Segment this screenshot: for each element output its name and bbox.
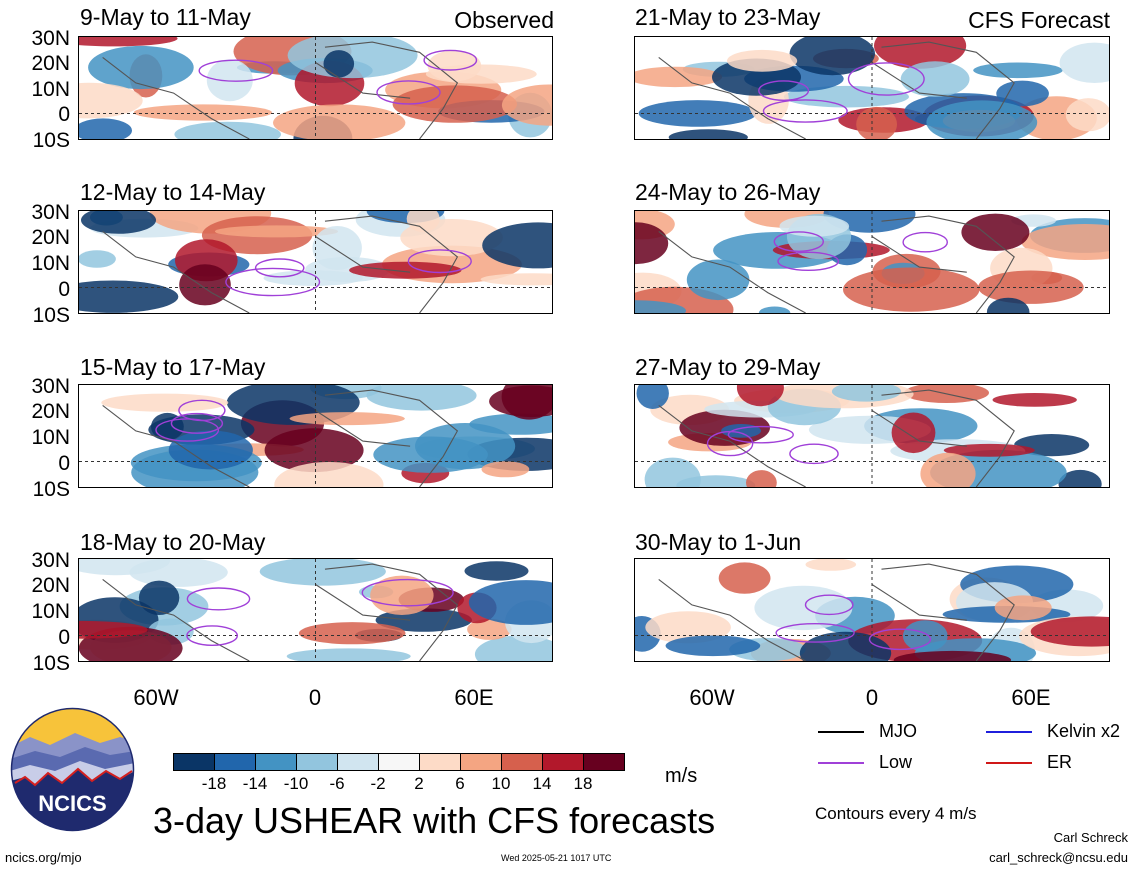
colorbar-swatch [460, 753, 502, 771]
colorbar-tick-label: -2 [370, 774, 386, 793]
map-panel [78, 384, 553, 488]
colorbar-swatch [296, 753, 338, 771]
shear-field [79, 211, 552, 313]
colorbar-unit: m/s [665, 765, 698, 787]
logo-text: NCICS [38, 791, 106, 816]
shear-field [635, 211, 1109, 313]
author-email[interactable]: carl_schreck@ncsu.edu [989, 850, 1128, 865]
colorbar-swatch [173, 753, 215, 771]
colorbar-tick-label: 2 [414, 774, 424, 793]
lat-label-eq: 0 [58, 452, 70, 475]
map-panel [78, 558, 553, 662]
lat-label-20n: 20N [31, 400, 70, 423]
shear-map [79, 385, 552, 487]
colorbar-tick-label: -10 [283, 774, 309, 793]
map-panel [78, 36, 553, 140]
colorbar-tick-label: -6 [329, 774, 345, 793]
shear-map [635, 37, 1109, 139]
legend-label-mjo: MJO [879, 721, 917, 741]
forecast-label: CFS Forecast [968, 7, 1110, 33]
map-panel [78, 210, 553, 314]
lon-label-0: 0 [308, 685, 322, 710]
legend-swatch-low [818, 762, 864, 764]
lat-label-30n: 30N [31, 375, 70, 398]
shear-field [79, 37, 552, 139]
lat-label-10s: 10S [32, 304, 70, 327]
panel-date-8: 30-May to 1-Jun [635, 529, 802, 555]
colorbar-tick-label: -14 [242, 774, 268, 793]
shear-map [635, 211, 1109, 313]
site-link[interactable]: ncics.org/mjo [5, 850, 82, 865]
colorbar-tick-label: 18 [573, 774, 593, 793]
lat-label-20n: 20N [31, 52, 70, 75]
legend-label-low: Low [879, 752, 913, 772]
shear-map [635, 559, 1109, 661]
lat-label-10n: 10N [31, 426, 70, 449]
legend-label-er: ER [1047, 752, 1073, 772]
colorbar-swatch [419, 753, 461, 771]
lat-label-20n: 20N [31, 226, 70, 249]
colorbar-swatch [255, 753, 297, 771]
map-panel [634, 384, 1110, 488]
map-panel [634, 210, 1110, 314]
contour-note: Contours every 4 m/s [815, 804, 977, 823]
lat-label-30n: 30N [31, 549, 70, 572]
colorbar-swatch [378, 753, 420, 771]
lat-label-30n: 30N [31, 27, 70, 50]
panel-date-7: 27-May to 29-May [635, 354, 821, 380]
author-name: Carl Schreck [1053, 830, 1128, 845]
colorbar-tick-label: 14 [532, 774, 552, 793]
figure-title: 3-day USHEAR with CFS forecasts [153, 800, 716, 841]
colorbar-swatch [337, 753, 379, 771]
lat-label-10s: 10S [32, 478, 70, 501]
observed-label: Observed [454, 7, 554, 33]
lon-label-0: 0 [865, 685, 879, 710]
legend-swatch-mjo [818, 731, 864, 733]
map-panel [634, 558, 1110, 662]
lat-label-20n: 20N [31, 574, 70, 597]
ncics-logo: NCICS [10, 707, 135, 832]
lat-label-eq: 0 [58, 278, 70, 301]
timestamp: Wed 2025-05-21 1017 UTC [501, 853, 612, 863]
colorbar-tick-label: 10 [491, 774, 511, 793]
lat-label-30n: 30N [31, 201, 70, 224]
colorbar-swatch [542, 753, 584, 771]
panel-date-4: 18-May to 20-May [80, 529, 266, 555]
shear-field [79, 559, 552, 661]
legend-swatch-kelvin [986, 731, 1032, 733]
lat-label-10n: 10N [31, 78, 70, 101]
shear-map [79, 37, 552, 139]
shear-field [636, 385, 1102, 487]
panel-date-5: 21-May to 23-May [635, 4, 821, 30]
shear-map [635, 385, 1109, 487]
panel-date-1: 9-May to 11-May [80, 4, 251, 30]
lat-label-10n: 10N [31, 252, 70, 275]
legend-swatch-er [986, 762, 1032, 764]
shear-map [79, 559, 552, 661]
shear-map [79, 211, 552, 313]
panel-date-6: 24-May to 26-May [635, 179, 821, 205]
lon-label-60e: 60E [1011, 685, 1051, 710]
map-panel [634, 36, 1110, 140]
lat-label-10s: 10S [32, 129, 70, 152]
lat-label-10n: 10N [31, 600, 70, 623]
colorbar-tick-label: 6 [455, 774, 465, 793]
legend-label-kelvin: Kelvin x2 [1047, 721, 1121, 741]
colorbar-tick-label: -18 [201, 774, 227, 793]
lon-label-60e: 60E [454, 685, 494, 710]
panel-date-2: 12-May to 14-May [80, 179, 266, 205]
lat-label-10s: 10S [32, 652, 70, 675]
lat-label-eq: 0 [58, 103, 70, 126]
colorbar-swatch [214, 753, 256, 771]
colorbar-swatch [583, 753, 625, 771]
lon-label-60w: 60W [689, 685, 735, 710]
lon-label-60w: 60W [133, 685, 179, 710]
panel-date-3: 15-May to 17-May [80, 354, 266, 380]
shear-field [101, 385, 552, 487]
lat-label-eq: 0 [58, 626, 70, 649]
colorbar-swatch [501, 753, 543, 771]
